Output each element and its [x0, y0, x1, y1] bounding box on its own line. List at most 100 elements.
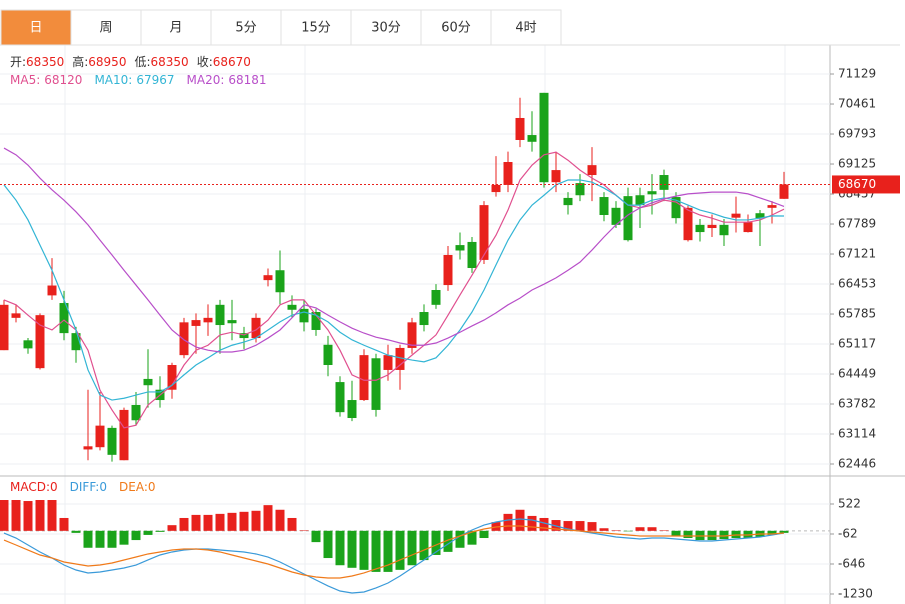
macd-bar: [575, 521, 585, 531]
candle-body: [371, 358, 381, 410]
macd-value: 0: [50, 480, 58, 494]
tab[interactable]: [350, 9, 422, 46]
macd-bar: [143, 530, 153, 535]
macd-bar: [167, 525, 177, 531]
candle-body: [107, 427, 117, 455]
macd-bar: [59, 517, 69, 531]
macd-bar: [719, 530, 729, 540]
macd-bar: [83, 530, 93, 548]
last-price-label: 68670: [838, 177, 876, 191]
candle-body: [215, 304, 225, 326]
y-tick-label: 65117: [838, 337, 876, 351]
tab[interactable]: [210, 9, 282, 46]
macd-bar: [215, 513, 225, 531]
candle-body: [539, 92, 549, 183]
candle-body: [623, 196, 633, 241]
tab-label[interactable]: 30分: [371, 21, 401, 36]
tab[interactable]: [0, 9, 72, 46]
candle-body: [203, 317, 213, 323]
candle-body: [479, 205, 489, 260]
macd-bar: [203, 514, 213, 531]
macd-bar: [623, 530, 633, 532]
candle-body: [359, 355, 369, 401]
tab[interactable]: [70, 9, 142, 46]
ohlc-label: 收:: [197, 55, 213, 69]
y-tick-label: 63782: [838, 396, 876, 410]
macd-bar: [119, 530, 129, 545]
macd-bar: [467, 530, 477, 545]
tab[interactable]: [140, 9, 212, 46]
y-tick-label: 63114: [838, 426, 876, 440]
macd-bar: [779, 530, 789, 533]
candle-body: [227, 320, 237, 324]
candle-body: [767, 205, 777, 208]
candle-body: [47, 285, 57, 296]
candle-body: [167, 365, 177, 390]
candle-body: [239, 333, 249, 339]
candle-body: [683, 207, 693, 241]
candle-body: [0, 304, 9, 351]
indicator-line: [3, 151, 785, 429]
tab-label[interactable]: 4时: [515, 21, 536, 36]
tab[interactable]: [490, 9, 562, 46]
macd-bar: [359, 530, 369, 570]
candle-body: [707, 224, 717, 229]
macd-bar: [443, 530, 453, 552]
tab-label[interactable]: 5分: [235, 21, 256, 36]
candle-body: [743, 222, 753, 233]
ma-name: MA20:: [187, 73, 225, 87]
macd-bar: [479, 530, 489, 539]
tab-label[interactable]: 周: [99, 21, 112, 36]
candle-body: [191, 320, 201, 326]
candle-body: [503, 161, 513, 185]
macd-bar: [659, 530, 669, 531]
indicator-line: [3, 525, 785, 579]
macd-bar: [563, 521, 573, 531]
macd-bar: [299, 530, 309, 531]
candle-body: [11, 313, 21, 318]
macd-bar: [131, 530, 141, 541]
ohlc-label: 低:: [134, 55, 150, 69]
macd-bar: [191, 514, 201, 531]
tab-label[interactable]: 月: [169, 21, 182, 36]
y-tick-label: -62: [838, 527, 858, 541]
ohlc-value: 68350: [26, 55, 64, 69]
candle-body: [491, 184, 501, 193]
ma-name: MA5:: [10, 73, 40, 87]
ohlc-label: 开:: [10, 55, 26, 69]
candle-body: [83, 446, 93, 450]
indicator-line: [3, 179, 785, 401]
macd-bar: [587, 522, 597, 531]
candle-body: [251, 317, 261, 339]
macd-bar: [107, 530, 117, 548]
macd-bar: [611, 530, 621, 531]
candle-body: [299, 308, 309, 323]
macd-bar: [647, 527, 657, 531]
tab[interactable]: [280, 9, 352, 46]
y-tick-label: 69793: [838, 127, 876, 141]
candle-body: [71, 333, 81, 351]
macd-bar: [635, 527, 645, 531]
macd-bar: [371, 530, 381, 572]
candle-body: [179, 322, 189, 356]
macd-bar: [35, 500, 45, 531]
candle-body: [587, 165, 597, 176]
ma-name: MA10:: [94, 73, 132, 87]
candle-body: [23, 340, 33, 349]
candle-body: [779, 184, 789, 199]
y-tick-label: -1230: [838, 586, 873, 600]
tab-label[interactable]: 日: [29, 21, 42, 36]
tab-label[interactable]: 60分: [441, 21, 471, 36]
macd-bar: [431, 530, 441, 555]
macd-bar: [539, 517, 549, 531]
y-tick-label: 64449: [838, 367, 876, 381]
macd-bar: [503, 513, 513, 531]
macd-bar: [263, 505, 273, 531]
candle-body: [419, 312, 429, 326]
candle-body: [467, 241, 477, 268]
ohlc-label: 高:: [72, 54, 88, 69]
candle-body: [551, 170, 561, 183]
tab-label[interactable]: 15分: [301, 21, 331, 36]
macd-bar: [287, 517, 297, 531]
